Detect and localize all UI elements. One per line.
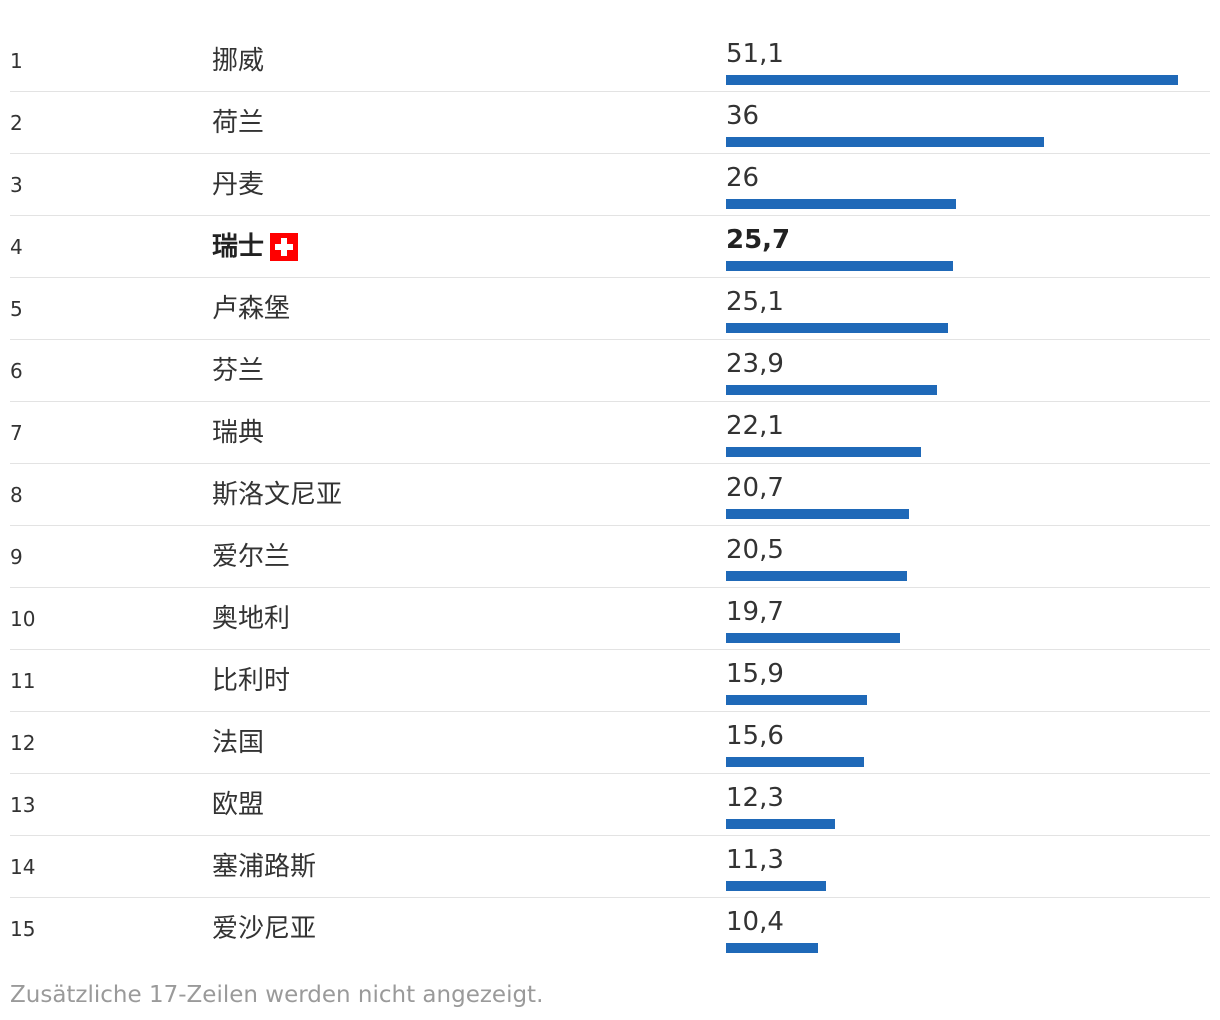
table-row: 10 奥地利 19,7 (10, 588, 1210, 650)
table-row: 7 瑞典 22,1 (10, 402, 1210, 464)
country-name: 瑞士 (212, 232, 265, 262)
country-label: 瑞士 (212, 230, 299, 264)
country-name: 瑞典 (212, 418, 265, 448)
country-name: 爱沙尼亚 (212, 914, 317, 944)
country-name: 荷兰 (212, 108, 265, 138)
country-label: 奥地利 (212, 602, 290, 636)
value-label: 19,7 (726, 597, 784, 627)
rank-label: 15 (10, 917, 36, 941)
rank-label: 8 (10, 483, 23, 507)
country-name: 芬兰 (212, 356, 265, 386)
rank-label: 7 (10, 421, 23, 445)
country-label: 卢森堡 (212, 292, 290, 326)
table-row: 6 芬兰 23,9 (10, 340, 1210, 402)
value-label: 26 (726, 163, 760, 193)
value-bar (726, 695, 867, 705)
value-label: 15,6 (726, 721, 784, 751)
rank-label: 11 (10, 669, 36, 693)
rank-label: 14 (10, 855, 36, 879)
table-row: 11 比利时 15,9 (10, 650, 1210, 712)
value-bar (726, 943, 818, 953)
value-label: 15,9 (726, 659, 784, 689)
hidden-rows-footnote: Zusätzliche 17-Zeilen werden nicht angez… (10, 982, 544, 1008)
country-label: 荷兰 (212, 106, 264, 140)
value-bar (726, 447, 921, 457)
table-row: 12 法国 15,6 (10, 712, 1210, 774)
country-label: 芬兰 (212, 354, 264, 388)
country-label: 爱沙尼亚 (212, 912, 316, 946)
value-label: 51,1 (726, 39, 784, 69)
country-label: 丹麦 (212, 168, 264, 202)
country-name: 斯洛文尼亚 (212, 480, 343, 510)
country-name: 法国 (212, 728, 265, 758)
value-bar (726, 509, 909, 519)
rank-label: 6 (10, 359, 23, 383)
value-bar (726, 757, 864, 767)
table-row: 9 爱尔兰 20,5 (10, 526, 1210, 588)
country-label: 欧盟 (212, 788, 264, 822)
ranking-table: 1 挪威 51,1 2 荷兰 36 3 丹麦 26 4 瑞士 25,7 5 卢森堡 25,1 6 芬兰 23,9 7… (10, 30, 1210, 960)
rank-label: 10 (10, 607, 36, 631)
rank-label: 2 (10, 111, 23, 135)
rank-label: 9 (10, 545, 23, 569)
rank-label: 5 (10, 297, 23, 321)
value-label: 20,5 (726, 535, 784, 565)
value-label: 11,3 (726, 845, 784, 875)
table-row: 3 丹麦 26 (10, 154, 1210, 216)
country-label: 塞浦路斯 (212, 850, 316, 884)
country-label: 比利时 (212, 664, 290, 698)
country-name: 爱尔兰 (212, 542, 291, 572)
value-label: 12,3 (726, 783, 784, 813)
country-label: 挪威 (212, 44, 264, 78)
country-name: 奥地利 (212, 604, 291, 634)
value-label: 25,1 (726, 287, 784, 317)
table-row: 13 欧盟 12,3 (10, 774, 1210, 836)
value-bar (726, 633, 900, 643)
country-label: 瑞典 (212, 416, 264, 450)
country-label: 爱尔兰 (212, 540, 290, 574)
value-label: 10,4 (726, 907, 784, 937)
value-label: 22,1 (726, 411, 784, 441)
value-bar (726, 137, 1044, 147)
value-bar (726, 385, 937, 395)
value-bar (726, 571, 907, 581)
value-bar (726, 323, 948, 333)
value-bar (726, 881, 826, 891)
table-row: 8 斯洛文尼亚 20,7 (10, 464, 1210, 526)
table-row: 2 荷兰 36 (10, 92, 1210, 154)
table-row: 5 卢森堡 25,1 (10, 278, 1210, 340)
value-bar (726, 199, 956, 209)
swiss-flag-icon (270, 233, 299, 261)
rank-label: 4 (10, 235, 23, 259)
rank-label: 13 (10, 793, 36, 817)
value-bar (726, 75, 1178, 85)
country-label: 法国 (212, 726, 264, 760)
table-row: 1 挪威 51,1 (10, 30, 1210, 92)
country-name: 丹麦 (212, 170, 265, 200)
table-row: 4 瑞士 25,7 (10, 216, 1210, 278)
rank-label: 12 (10, 731, 36, 755)
country-name: 欧盟 (212, 790, 265, 820)
table-row: 15 爱沙尼亚 10,4 (10, 898, 1210, 960)
country-name: 塞浦路斯 (212, 852, 317, 882)
value-label: 25,7 (726, 225, 791, 255)
value-label: 36 (726, 101, 760, 131)
value-label: 20,7 (726, 473, 784, 503)
value-label: 23,9 (726, 349, 784, 379)
value-bar (726, 261, 953, 271)
country-label: 斯洛文尼亚 (212, 478, 342, 512)
country-name: 卢森堡 (212, 294, 291, 324)
table-row: 14 塞浦路斯 11,3 (10, 836, 1210, 898)
country-name: 比利时 (212, 666, 291, 696)
rank-label: 1 (10, 49, 23, 73)
country-name: 挪威 (212, 46, 265, 76)
rank-label: 3 (10, 173, 23, 197)
value-bar (726, 819, 835, 829)
